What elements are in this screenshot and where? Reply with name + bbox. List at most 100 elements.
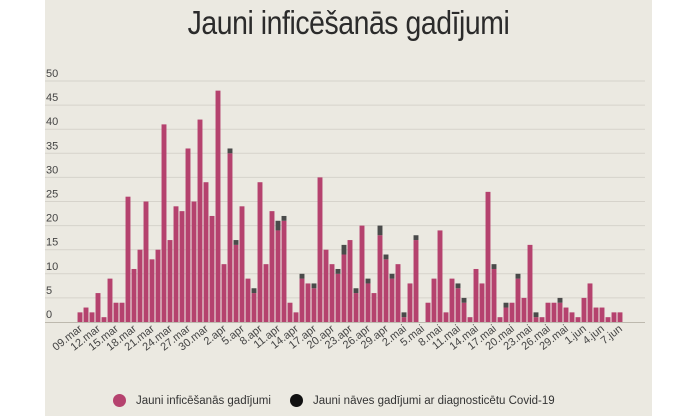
bar-cases-16.apr <box>305 283 311 322</box>
bar-cases-11.mar <box>89 312 95 322</box>
bar-deaths-11.apr <box>275 220 281 231</box>
bar-cases-22.mai <box>521 297 527 322</box>
bar-cases-10.mar <box>83 307 89 322</box>
bar-deaths-12.mai <box>461 297 467 303</box>
bar-cases-21.mar <box>149 259 155 322</box>
y-axis-labels: 0 5 10 15 20 25 30 35 40 45 50 <box>46 68 58 321</box>
bar-cases-19.mar <box>137 249 143 322</box>
bar-cases-15.apr <box>299 278 305 322</box>
bar-deaths-29.apr <box>383 254 389 260</box>
bar-cases-30.mai <box>569 312 575 322</box>
bar-cases-25.mai <box>539 317 545 322</box>
y-tick-label: 35 <box>46 140 58 152</box>
bar-cases-18.apr <box>317 177 323 322</box>
bar-cases-29.mai <box>563 307 569 322</box>
bar-cases-29.mar <box>197 119 203 322</box>
bar-cases-3.jun <box>593 307 599 322</box>
bar-cases-2.jun <box>587 283 593 322</box>
y-tick-label: 0 <box>46 309 52 321</box>
bar-cases-18.mai <box>497 317 503 322</box>
bar-deaths-21.mai <box>515 273 521 279</box>
bar-cases-22.apr <box>341 254 347 322</box>
bar-cases-13.mai <box>467 317 473 322</box>
bar-cases-23.apr <box>347 240 353 322</box>
bar-cases-31.mar <box>209 215 215 322</box>
bar-cases-27.mar <box>185 148 191 322</box>
bar-deaths-3.apr <box>227 148 233 154</box>
x-axis-labels: 09.mar12.mar15.mar18.mar21.mar24.mar27.m… <box>50 323 624 354</box>
bar-cases-16.mai <box>485 191 491 322</box>
bar-cases-6.apr <box>245 278 251 322</box>
bar-cases-24.mai <box>533 317 539 322</box>
bar-cases-28.apr <box>377 235 383 322</box>
bar-cases-26.mai <box>545 302 551 322</box>
bar-deaths-22.apr <box>341 244 347 255</box>
bar-cases-09.mar <box>77 312 83 322</box>
bar-cases-6.jun <box>611 312 617 322</box>
bar-cases-9.mai <box>443 312 449 322</box>
bar-cases-30.mar <box>203 182 209 322</box>
bar-cases-31.mai <box>575 317 581 322</box>
bar-deaths-4.apr <box>233 240 239 245</box>
bar-deaths-12.apr <box>281 215 287 221</box>
bar-cases-12.mai <box>461 302 467 322</box>
bar-cases-24.mar <box>167 240 173 322</box>
bar-cases-29.apr <box>383 259 389 322</box>
bar-cases-25.mar <box>173 206 179 322</box>
bar-cases-1.jun <box>581 297 587 322</box>
bar-cases-26.apr <box>365 283 371 322</box>
bar-cases-20.apr <box>329 264 335 322</box>
legend-label-deaths: Jauni nāves gadījumi ar diagnosticētu Co… <box>313 394 555 407</box>
x-tick-label: 7.jun <box>599 323 625 347</box>
bar-cases-1.apr <box>215 90 221 322</box>
bar-deaths-4.mai <box>413 235 419 241</box>
bar-cases-12.mar <box>95 293 101 322</box>
chart-title: Jauni inficēšanās gadījumi <box>187 4 510 41</box>
bar-deaths-15.apr <box>299 273 305 279</box>
bar-cases-11.mai <box>455 288 461 322</box>
bar-cases-4.mai <box>413 240 419 322</box>
bar-deaths-17.mai <box>491 264 497 269</box>
bar-cases-27.apr <box>371 293 377 322</box>
bar-cases-24.apr <box>353 293 359 322</box>
bar-cases-21.apr <box>335 273 341 322</box>
bar-cases-7.jun <box>617 312 623 322</box>
bar-cases-6.mai <box>425 302 431 322</box>
bar-cases-15.mar <box>113 302 119 322</box>
bar-deaths-21.apr <box>335 268 341 274</box>
bar-cases-3.mai <box>407 283 413 322</box>
bar-deaths-19.mai <box>503 302 509 308</box>
bar-cases-28.mai <box>557 302 563 322</box>
bar-cases-30.apr <box>389 278 395 322</box>
y-tick-label: 40 <box>46 116 58 128</box>
bar-cases-21.mai <box>515 278 521 322</box>
y-tick-label: 45 <box>46 92 58 104</box>
bar-cases-23.mai <box>527 244 533 322</box>
bar-deaths-2.mai <box>401 312 407 318</box>
bar-cases-4.apr <box>233 244 239 322</box>
bar-cases-1.mai <box>395 264 401 322</box>
bar-cases-7.apr <box>251 293 257 322</box>
legend: Jauni inficēšanās gadījumi Jauni nāves g… <box>45 394 652 412</box>
bar-cases-19.mai <box>503 307 509 322</box>
bar-cases-17.mai <box>491 268 497 322</box>
bar-chart: 0 5 10 15 20 25 30 35 40 45 50 09.mar12.mar15.mar1… <box>45 68 645 354</box>
bar-cases-14.apr <box>293 312 299 322</box>
bar-deaths-26.apr <box>365 278 371 284</box>
chart-panel: Jauni inficēšanās gadījumi 0 5 10 15 20 25 30 3… <box>45 0 652 416</box>
legend-swatch-deaths <box>290 394 303 407</box>
bar-cases-20.mai <box>509 302 515 322</box>
bar-cases-16.mar <box>119 302 125 322</box>
bar-cases-17.apr <box>311 288 317 322</box>
bars <box>77 90 623 322</box>
legend-item-deaths: Jauni nāves gadījumi ar diagnosticētu Co… <box>290 394 555 407</box>
bar-cases-23.mar <box>161 124 167 322</box>
bar-cases-10.mai <box>449 278 455 322</box>
legend-label-cases: Jauni inficēšanās gadījumi <box>136 394 271 407</box>
bar-deaths-7.apr <box>251 288 257 294</box>
bar-cases-20.mar <box>143 201 149 322</box>
bar-cases-8.mai <box>437 230 443 322</box>
bar-cases-22.mar <box>155 249 161 322</box>
bar-cases-15.mai <box>479 283 485 322</box>
bar-deaths-17.apr <box>311 283 317 289</box>
